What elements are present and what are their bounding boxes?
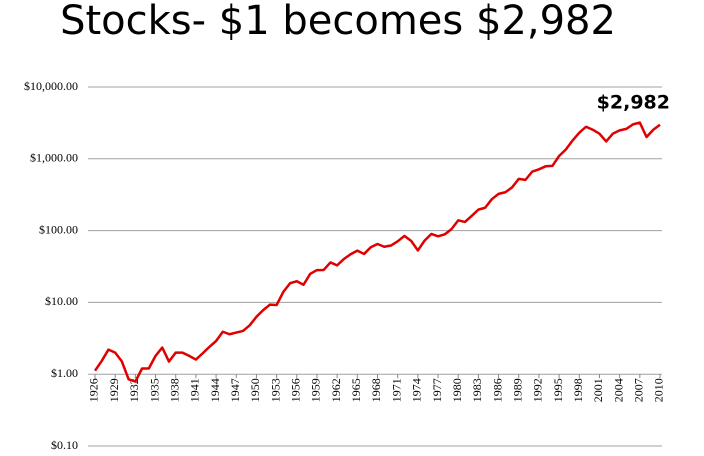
x-tick-label: 1932	[127, 378, 141, 402]
y-tick-label: $10.00	[45, 294, 78, 308]
x-tick-label: 1959	[309, 378, 323, 402]
x-tick-label: 1950	[248, 378, 262, 402]
x-tick-label: 1977	[430, 378, 444, 402]
x-tick-label: 1962	[329, 378, 343, 402]
line	[93, 121, 661, 383]
x-tick-label: 1929	[107, 378, 121, 402]
x-tick-label: 1926	[87, 378, 101, 402]
x-tick-label: 2010	[652, 378, 666, 402]
x-tick-label: 2004	[611, 378, 625, 402]
x-tick-label: 1983	[470, 378, 484, 402]
x-tick-label: 1935	[147, 378, 161, 402]
value-label: $2,982	[597, 92, 670, 114]
x-tick-label: 1944	[208, 378, 222, 402]
x-tick-label: 1992	[531, 378, 545, 402]
y-tick-label: $0.10	[51, 438, 78, 452]
x-tick-label: 1995	[551, 378, 565, 402]
x-tick-label: 1947	[228, 378, 242, 402]
x-tick-label: 1989	[511, 378, 525, 402]
y-tick-label: $1.00	[51, 366, 78, 380]
x-tick-label: 1974	[410, 378, 424, 402]
y-tick-label: $10,000.00	[24, 79, 78, 93]
x-tick-label: 1998	[571, 378, 585, 402]
x-tick-label: 1941	[188, 378, 202, 402]
x-tick-label: 1956	[289, 378, 303, 402]
x-tick-label: 1968	[369, 378, 383, 402]
x-tick-label: 1986	[490, 378, 504, 402]
x-tick-label: 1938	[167, 378, 181, 402]
x-tick-label: 1971	[389, 378, 403, 402]
y-tick-label: $1,000.00	[30, 151, 78, 165]
x-tick-label: 1980	[450, 378, 464, 402]
x-tick-label: 1965	[349, 378, 363, 402]
chart-title: Stocks- $1 becomes $2,982	[60, 0, 616, 44]
x-tick-label: 2001	[591, 378, 605, 402]
y-tick-label: $100.00	[39, 222, 78, 236]
x-tick-label: 1953	[268, 378, 282, 402]
x-tick-label: 2007	[632, 378, 646, 402]
